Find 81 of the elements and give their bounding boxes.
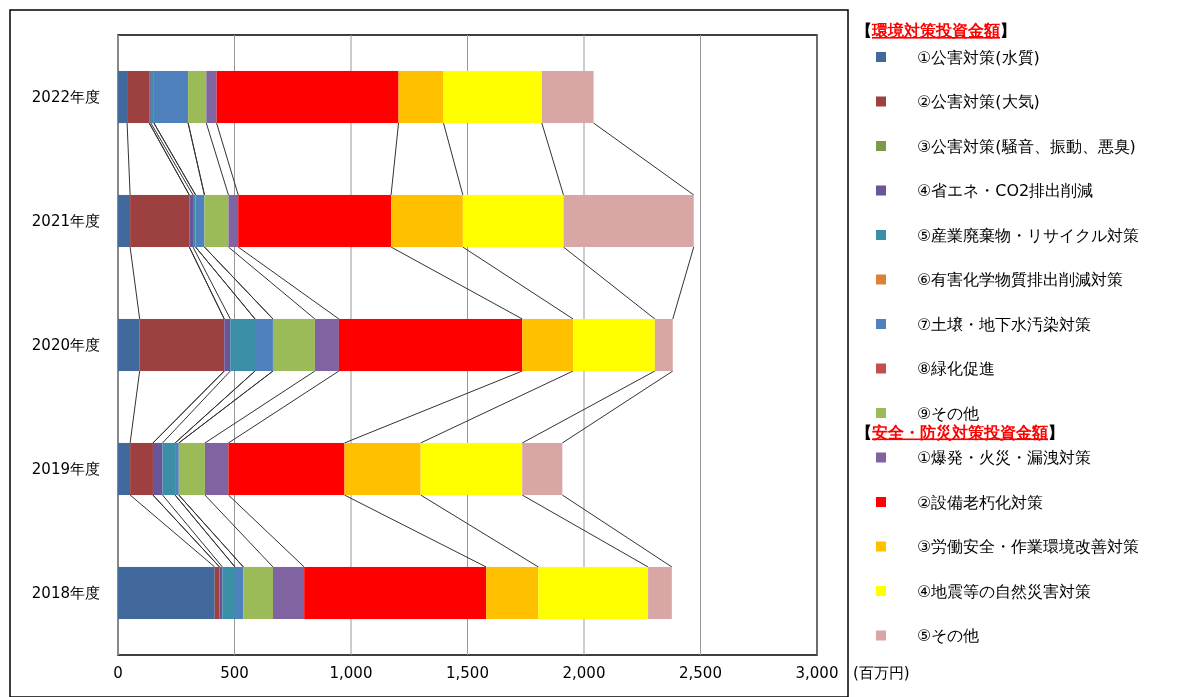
- bar: [563, 194, 694, 248]
- bar: [462, 194, 564, 248]
- bar: [443, 70, 542, 124]
- x-tick-label: 500: [220, 664, 249, 682]
- x-tick-label: 2,000: [562, 664, 606, 682]
- bar: [214, 566, 220, 620]
- bar: [178, 442, 205, 496]
- bar: [391, 194, 463, 248]
- bar: [118, 442, 131, 496]
- bar: [522, 442, 563, 496]
- bar: [304, 566, 487, 620]
- y-tick-label: 2020年度: [31, 336, 100, 355]
- bar: [538, 566, 649, 620]
- legend-label: ①公害対策(水質): [917, 47, 1040, 67]
- bar: [238, 194, 392, 248]
- bar: [216, 70, 399, 124]
- bar: [234, 566, 244, 620]
- bar: [195, 194, 205, 248]
- legend-label: ③公害対策(騒音、振動、悪臭): [917, 136, 1136, 156]
- legend-label: ①爆発・火災・漏洩対策: [917, 448, 1092, 468]
- x-tick-label: 0: [113, 664, 123, 682]
- text: 【安全・防災対策投資金額】: [856, 422, 1064, 442]
- x-axis-title: (百万円): [853, 664, 910, 682]
- bar: [522, 318, 574, 372]
- bar: [127, 70, 150, 124]
- legend-label: ⑨その他: [917, 403, 980, 423]
- bar: [314, 318, 339, 372]
- bar: [162, 442, 176, 496]
- bar: [648, 566, 672, 620]
- bar: [222, 566, 235, 620]
- bar: [204, 442, 229, 496]
- legend-label: ②設備老朽化対策: [917, 492, 1044, 512]
- y-tick-label: 2022年度: [31, 88, 100, 107]
- legend-label: ③労働安全・作業環境改善対策: [917, 537, 1140, 557]
- legend-label: ⑥有害化学物質排出削減対策: [917, 270, 1124, 290]
- legend-label: ⑧緑化促進: [917, 359, 996, 379]
- bar: [152, 442, 163, 496]
- bar: [224, 318, 231, 372]
- bar: [654, 318, 673, 372]
- bar: [118, 318, 140, 372]
- bar: [204, 194, 229, 248]
- bar: [206, 70, 217, 124]
- bar: [486, 566, 539, 620]
- legend-label: ⑦土壌・地下水汚染対策: [917, 314, 1092, 334]
- legend-label: ④省エネ・CO2排出削減: [917, 181, 1094, 201]
- bar: [153, 70, 189, 124]
- bar: [175, 442, 179, 496]
- bar: [189, 194, 194, 248]
- legend-label: ④地震等の自然災害対策: [917, 581, 1092, 601]
- bar: [243, 566, 273, 620]
- y-tick-label: 2021年度: [31, 212, 100, 231]
- bar: [228, 194, 239, 248]
- y-tick-label: 2019年度: [31, 460, 100, 479]
- bar: [118, 194, 131, 248]
- bar: [188, 70, 207, 124]
- bar: [398, 70, 444, 124]
- bar: [130, 442, 153, 496]
- bar: [573, 318, 655, 372]
- bar: [272, 318, 315, 372]
- bar: [344, 442, 421, 496]
- bar: [420, 442, 523, 496]
- bar: [338, 318, 523, 372]
- bar: [193, 194, 196, 248]
- x-tick-label: 1,500: [446, 664, 489, 682]
- y-tick-label: 2018年度: [31, 584, 100, 603]
- bar: [541, 70, 594, 124]
- bar: [230, 318, 255, 372]
- bar: [228, 442, 345, 496]
- x-tick-label: 1,000: [329, 664, 373, 682]
- legend-label: ⑤産業廃棄物・リサイクル対策: [917, 225, 1140, 245]
- bar: [255, 318, 273, 372]
- bar: [118, 70, 128, 124]
- x-tick-label: 3,000: [795, 664, 839, 682]
- bar: [272, 566, 305, 620]
- legend-label: ⑤その他: [917, 626, 980, 646]
- bar: [118, 566, 215, 620]
- x-tick-label: 2,500: [679, 664, 722, 682]
- bar: [130, 194, 190, 248]
- legend-label: ②公害対策(大気): [917, 92, 1040, 112]
- legend-title: 【環境対策投資金額】: [856, 21, 1016, 40]
- bar: [139, 318, 225, 372]
